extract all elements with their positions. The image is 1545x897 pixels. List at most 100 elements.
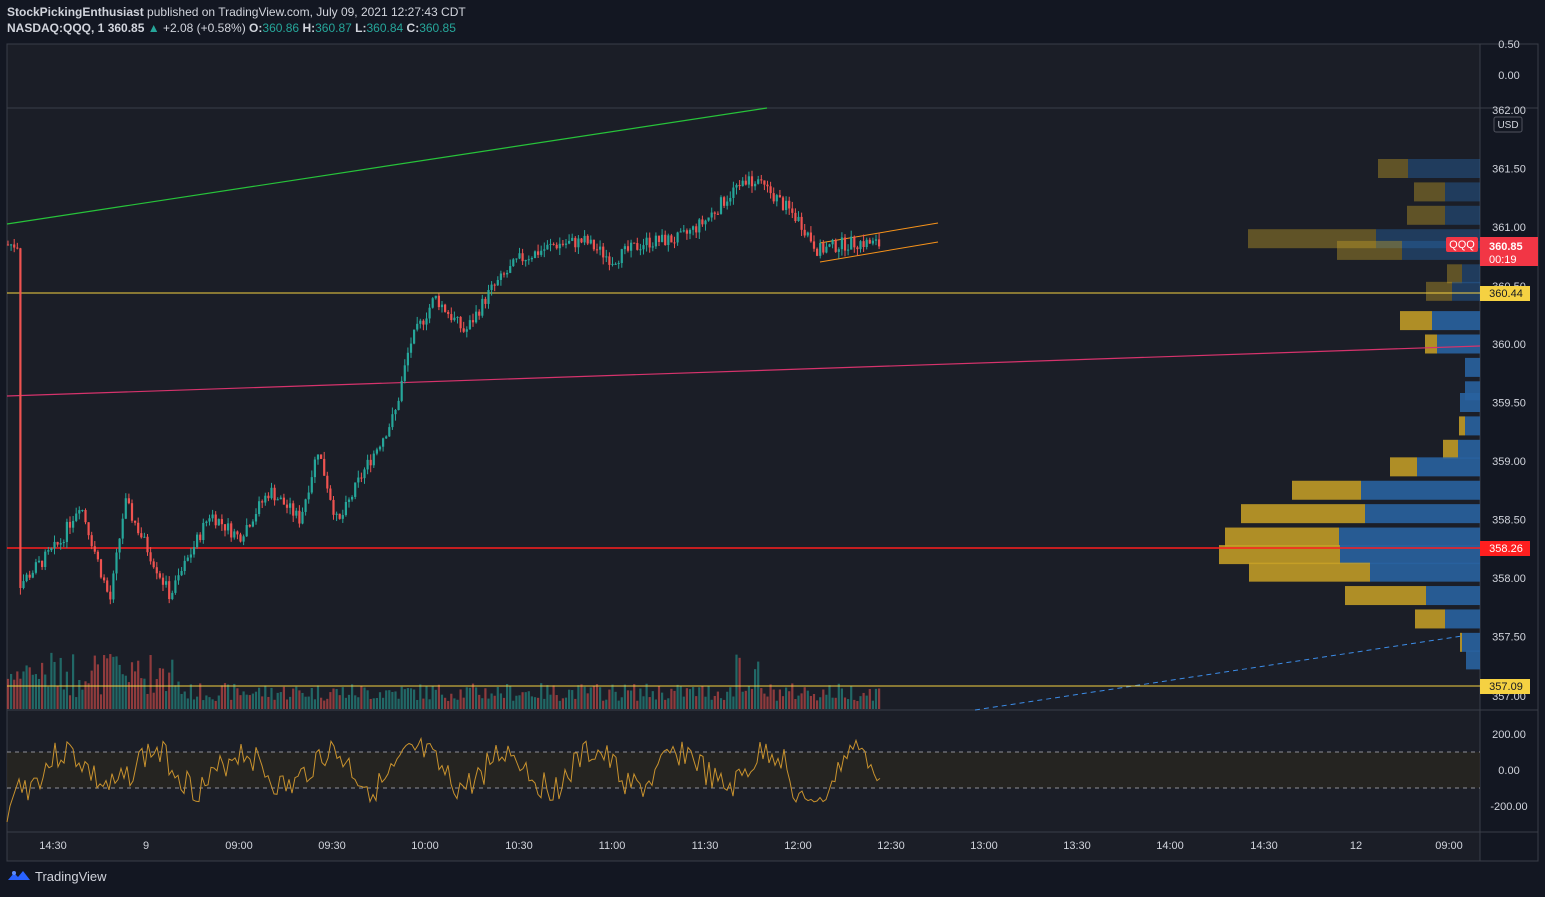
volume-bar [196, 696, 199, 709]
volume-bar [862, 692, 865, 709]
candle-body [351, 496, 354, 500]
candle-body [586, 235, 589, 244]
candle-body [180, 571, 183, 576]
candle-body [68, 521, 72, 528]
candle-body [10, 244, 13, 246]
vp-down-bar [1408, 159, 1480, 178]
candle-body [754, 183, 757, 187]
currency-label: USD [1497, 120, 1518, 131]
volume-bar [72, 654, 75, 709]
candle-body [382, 438, 385, 447]
author-name[interactable]: StockPickingEnthusiast [7, 5, 144, 19]
candle-body [419, 320, 422, 324]
volume-bar [109, 654, 112, 709]
volume-bar [357, 697, 360, 709]
volume-bar [760, 688, 763, 709]
candle-body [518, 253, 521, 259]
candle-body [843, 237, 847, 251]
volume-bar [267, 696, 270, 709]
candle-body [25, 574, 28, 582]
candle-body [592, 239, 595, 250]
volume-bar [509, 686, 512, 709]
candle-body [639, 249, 642, 251]
candle-body [664, 234, 667, 246]
volume-bar [347, 694, 351, 709]
candle-body [676, 232, 679, 243]
volume-bar [106, 658, 109, 709]
volume-bar [484, 688, 487, 709]
volume-bar [729, 687, 732, 709]
candle-body [788, 200, 791, 209]
volume-bar [62, 689, 65, 709]
time-tick: 11:00 [599, 840, 626, 852]
volume-bar [171, 659, 174, 709]
candle-body [282, 497, 285, 505]
candle-body [211, 514, 214, 519]
candle-body [338, 513, 341, 519]
vp-down-bar [1465, 357, 1480, 377]
volume-bar [537, 697, 540, 709]
volume-bar [372, 698, 375, 709]
vp-down-bar [1365, 504, 1480, 524]
volume-bar [202, 700, 205, 709]
volume-bar [707, 686, 710, 709]
vp-down-bar [1462, 632, 1480, 652]
symbol-tag-text: QQQ [1449, 239, 1475, 251]
volume-bar [84, 681, 87, 709]
candle-body [124, 498, 127, 519]
volume-bar [103, 655, 106, 709]
candle-body [130, 503, 134, 521]
candle-body [56, 541, 59, 545]
volume-bar [462, 697, 465, 709]
candle-body [868, 239, 871, 244]
volume-bar [205, 695, 208, 709]
candle-body [806, 232, 809, 236]
candle-body [81, 509, 84, 511]
volume-bar [375, 698, 378, 709]
candle-body [50, 548, 53, 551]
candle-body [202, 522, 205, 541]
candle-body [837, 249, 840, 252]
price-tick: 362.00 [1492, 105, 1526, 117]
volume-bar [518, 695, 521, 709]
volume-bar [351, 684, 354, 709]
tradingview-logo-icon [8, 871, 30, 880]
candle-body [760, 179, 763, 181]
candle-body [524, 260, 527, 262]
volume-bar [13, 679, 16, 709]
footer-brand[interactable]: TradingView [7, 868, 107, 884]
symbol-label[interactable]: NASDAQ:QQQ, 1 [7, 21, 105, 35]
volume-bar [837, 683, 840, 709]
candle-body [723, 197, 726, 206]
volume-bar [332, 688, 335, 709]
volume-bar [713, 695, 716, 709]
volume-bar [868, 688, 871, 709]
candle-body [561, 243, 564, 245]
cci-tick: -200.00 [1490, 801, 1527, 813]
candle-body [794, 212, 797, 222]
volume-bar [96, 664, 99, 709]
volume-bar [732, 696, 735, 709]
candle-body [803, 229, 806, 236]
channel-lower [819, 241, 939, 263]
volume-bar [738, 657, 741, 709]
volume-bar [478, 694, 481, 709]
candle-body [394, 409, 397, 415]
symbol-tag-box [1446, 237, 1478, 252]
candle-body [171, 592, 174, 600]
volume-bar [775, 700, 778, 709]
candle-body [72, 520, 75, 528]
candle-body [577, 238, 580, 248]
volume-bar [633, 684, 636, 709]
time-tick: 14:00 [1156, 840, 1184, 852]
candle-body [633, 242, 636, 244]
candle-body [323, 458, 326, 476]
candle-body [310, 477, 313, 493]
candle-body [44, 551, 47, 567]
volume-bar [28, 667, 31, 709]
drawings [6, 107, 1481, 711]
vp-down-bar [1458, 439, 1480, 459]
candle-body [372, 453, 375, 466]
vp-up-bar [1459, 416, 1465, 436]
